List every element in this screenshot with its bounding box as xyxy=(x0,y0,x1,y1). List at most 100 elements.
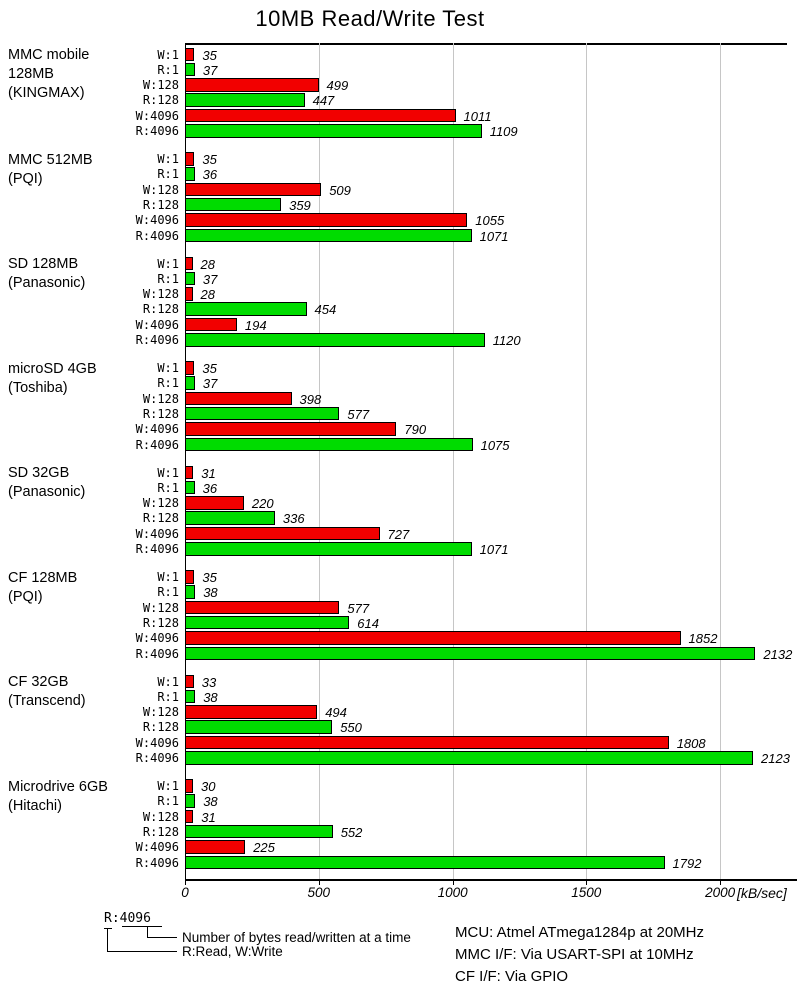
bar-row: W:1 31 xyxy=(0,465,800,480)
bar-row-label: R:128 xyxy=(142,615,179,630)
bar-row: R:1 37 xyxy=(0,271,800,286)
bar-row-label: R:1 xyxy=(157,271,179,286)
write-bar xyxy=(185,526,380,541)
bar-row-label: W:4096 xyxy=(135,631,179,646)
write-bar xyxy=(185,465,194,479)
bar-value-label: 33 xyxy=(201,674,217,690)
write-bar xyxy=(185,496,244,510)
device-label: SD 128MB (Panasonic) xyxy=(8,255,148,293)
bar-row-label: R:4096 xyxy=(135,124,179,138)
gridline xyxy=(586,43,588,879)
bar-row-label: R:1 xyxy=(157,62,179,77)
read-bar xyxy=(185,167,195,181)
x-axis-tick xyxy=(185,881,186,885)
hardware-notes: MCU: Atmel ATmega1284p at 20MHz MMC I/F:… xyxy=(455,922,704,988)
bar-row-label: R:1 xyxy=(157,376,179,391)
bar-row: R:128 336 xyxy=(0,511,800,525)
device-label: microSD 4GB (Toshiba) xyxy=(8,360,148,398)
bar-row-label: R:128 xyxy=(142,720,179,735)
device-label-line: (PQI) xyxy=(8,588,43,605)
write-bar xyxy=(185,317,237,332)
legend-note-rw: R:Read, W:Write xyxy=(182,944,283,959)
bar-value-label: 38 xyxy=(203,585,218,601)
write-bar xyxy=(185,840,246,854)
bar-value-label: 1071 xyxy=(479,228,509,244)
bar-row-label: W:1 xyxy=(157,47,179,62)
bar-row-label: W:4096 xyxy=(135,317,179,332)
bar-value-label: 790 xyxy=(404,422,427,438)
bar-value-label: 336 xyxy=(282,511,305,527)
bar-row: W:1 35 xyxy=(0,152,800,166)
read-bar xyxy=(185,93,305,107)
bar-value-label: 38 xyxy=(203,794,218,810)
gridline xyxy=(318,43,320,879)
bar-row: W:128 499 xyxy=(0,78,800,92)
read-bar xyxy=(185,228,472,242)
bar-row: W:128 494 xyxy=(0,705,800,719)
x-axis-tick-label: 1500 xyxy=(571,885,602,900)
read-bar xyxy=(185,437,473,451)
bar-row-label: W:128 xyxy=(142,809,179,824)
bar-row: R:4096 1109 xyxy=(0,124,800,138)
bar-row-label: W:1 xyxy=(157,152,179,166)
read-bar xyxy=(185,751,753,765)
y-axis-line xyxy=(185,43,186,879)
legend-note-bytes: Number of bytes read/written at a time xyxy=(182,930,411,945)
device-label-line: SD 32GB xyxy=(8,465,70,481)
x-axis-unit-label: [kB/sec] xyxy=(737,885,787,901)
write-bar xyxy=(185,735,669,750)
write-bar xyxy=(185,631,681,645)
device-label-line: 128MB xyxy=(8,66,54,82)
bar-row-label: W:4096 xyxy=(135,108,179,123)
bar-row: R:128 454 xyxy=(0,302,800,316)
device-label-line: microSD 4GB xyxy=(8,360,97,377)
bar-row: W:1 30 xyxy=(0,779,800,793)
write-bar xyxy=(185,391,292,406)
bar-row-label: R:4096 xyxy=(135,751,179,765)
bar-value-label: 31 xyxy=(201,809,216,825)
device-group: MMC mobile 128MB (KINGMAX) W:1 35 R:1 37 W:128 4… xyxy=(0,43,800,148)
bar-row-label: R:128 xyxy=(142,302,179,317)
legend-connector-line xyxy=(104,928,112,929)
read-bar xyxy=(185,333,485,347)
write-bar xyxy=(185,213,468,227)
read-bar xyxy=(185,271,195,286)
bar-value-label: 552 xyxy=(340,824,363,840)
bar-value-label: 37 xyxy=(202,62,218,78)
read-bar xyxy=(185,62,195,77)
bar-row: R:128 447 xyxy=(0,93,800,107)
device-group: CF 32GB (Transcend) W:1 33 R:1 38 W:128 494 R:12… xyxy=(0,670,800,775)
device-label: MMC mobile 128MB (KINGMAX) xyxy=(8,46,148,103)
write-bar xyxy=(185,182,322,197)
write-bar xyxy=(185,570,195,584)
bar-row: W:4096 790 xyxy=(0,422,800,436)
bar-row: W:128 28 xyxy=(0,287,800,301)
read-bar xyxy=(185,511,275,525)
bar-value-label: 35 xyxy=(202,570,217,585)
bar-row-label: R:1 xyxy=(157,689,179,704)
read-bar xyxy=(185,824,333,839)
bar-row: R:1 38 xyxy=(0,794,800,808)
note-line-mmc-if: MMC I/F: Via USART-SPI at 10MHz xyxy=(455,946,694,963)
x-axis-tick xyxy=(586,881,588,885)
x-axis-tick-label: 1000 xyxy=(437,885,468,900)
device-label-line: (KINGMAX) xyxy=(8,85,85,101)
chart-title: 10MB Read/Write Test xyxy=(255,6,485,31)
bar-value-label: 494 xyxy=(325,705,347,721)
plot-area xyxy=(185,43,787,879)
read-bar xyxy=(185,542,472,556)
bar-value-label: 359 xyxy=(289,197,311,213)
read-bar xyxy=(185,480,195,495)
bar-row: R:4096 1792 xyxy=(0,855,800,870)
bar-value-label: 1075 xyxy=(480,437,510,453)
note-line-mcu: MCU: Atmel ATmega1284p at 20MHz xyxy=(455,924,704,941)
device-label-line: CF 128MB xyxy=(8,569,78,586)
bar-row: W:128 509 xyxy=(0,182,800,197)
bar-row: R:4096 2132 xyxy=(0,646,800,661)
bar-value-label: 36 xyxy=(202,167,218,183)
bar-row: R:1 37 xyxy=(0,376,800,390)
bar-row: W:1 35 xyxy=(0,361,800,375)
read-bar xyxy=(185,406,340,421)
bar-row: R:4096 1071 xyxy=(0,228,800,244)
write-bar xyxy=(185,108,456,123)
